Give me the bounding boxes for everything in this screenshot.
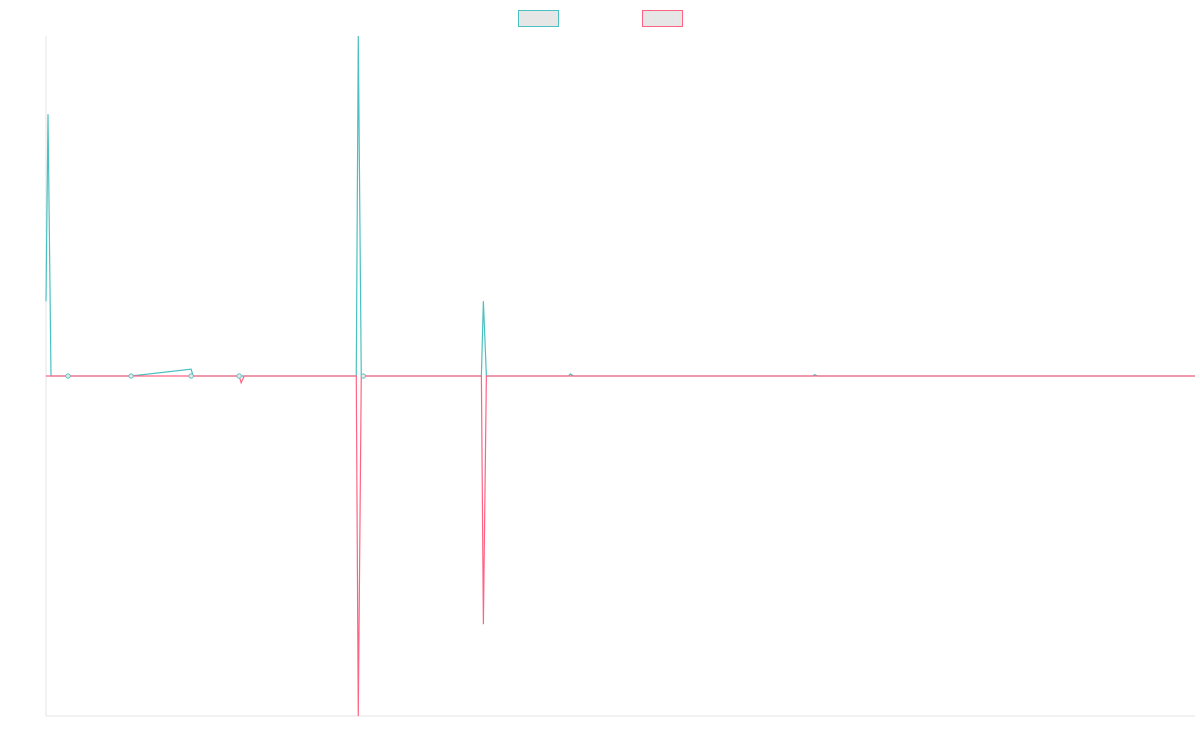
series-line-1 [45, 35, 1195, 377]
data-point-2 [128, 373, 134, 379]
data-point-1 [65, 373, 71, 379]
data-point-3 [188, 373, 194, 379]
data-point-5 [360, 373, 366, 379]
data-point-4 [236, 373, 242, 379]
marker-layer [65, 373, 366, 379]
legend[interactable] [518, 10, 683, 27]
legend-swatch-2[interactable] [642, 10, 683, 27]
series-line-2 [46, 375, 1195, 717]
series-layer [45, 35, 1195, 717]
legend-swatch-1[interactable] [518, 10, 559, 27]
